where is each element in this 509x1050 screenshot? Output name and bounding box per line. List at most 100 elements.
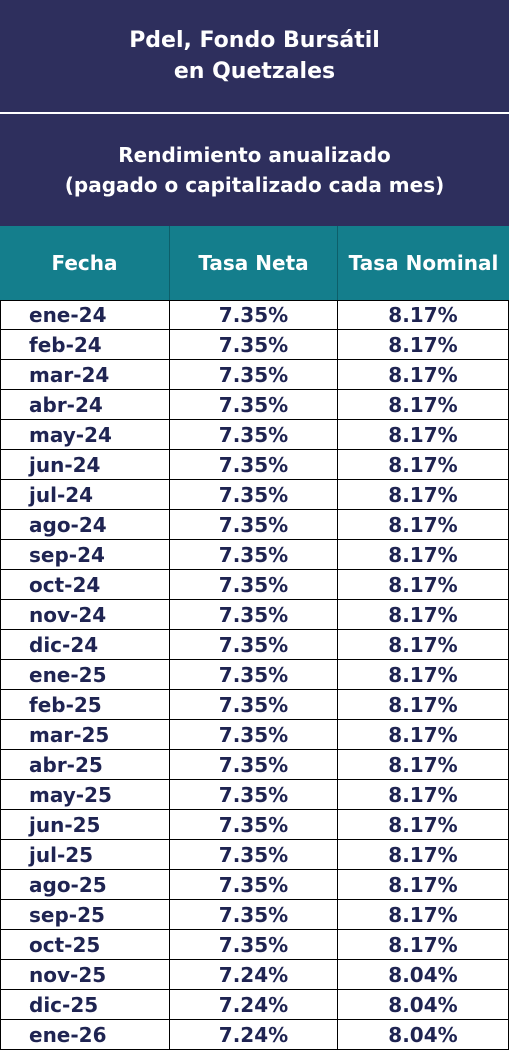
table-row: ene-25 7.35% 8.17% — [0, 660, 509, 690]
cell-fecha: ago-24 — [0, 510, 170, 539]
cell-tasa-neta: 7.35% — [170, 750, 338, 779]
cell-fecha: mar-24 — [0, 360, 170, 389]
table-row: oct-25 7.35% 8.17% — [0, 930, 509, 960]
cell-fecha: oct-24 — [0, 570, 170, 599]
cell-tasa-neta: 7.35% — [170, 900, 338, 929]
cell-fecha: may-25 — [0, 780, 170, 809]
table-row: may-24 7.35% 8.17% — [0, 420, 509, 450]
cell-tasa-nominal: 8.17% — [338, 660, 509, 689]
cell-fecha: oct-25 — [0, 930, 170, 959]
table-row: jun-24 7.35% 8.17% — [0, 450, 509, 480]
cell-fecha: may-24 — [0, 420, 170, 449]
cell-tasa-neta: 7.35% — [170, 630, 338, 659]
cell-tasa-nominal: 8.17% — [338, 870, 509, 899]
table-row: ene-26 7.24% 8.04% — [0, 1020, 509, 1050]
cell-tasa-nominal: 8.17% — [338, 840, 509, 869]
cell-tasa-neta: 7.35% — [170, 480, 338, 509]
table-row: jul-25 7.35% 8.17% — [0, 840, 509, 870]
cell-tasa-nominal: 8.04% — [338, 1020, 509, 1049]
cell-fecha: nov-25 — [0, 960, 170, 989]
cell-tasa-neta: 7.35% — [170, 301, 338, 329]
table-row: abr-24 7.35% 8.17% — [0, 390, 509, 420]
column-header-row: Fecha Tasa Neta Tasa Nominal — [0, 226, 509, 300]
cell-tasa-nominal: 8.17% — [338, 690, 509, 719]
cell-tasa-nominal: 8.04% — [338, 960, 509, 989]
cell-tasa-nominal: 8.04% — [338, 990, 509, 1019]
cell-tasa-nominal: 8.17% — [338, 390, 509, 419]
table-row: oct-24 7.35% 8.17% — [0, 570, 509, 600]
cell-tasa-nominal: 8.17% — [338, 930, 509, 959]
cell-fecha: nov-24 — [0, 600, 170, 629]
cell-fecha: ene-24 — [0, 301, 170, 329]
cell-tasa-neta: 7.35% — [170, 330, 338, 359]
cell-fecha: dic-24 — [0, 630, 170, 659]
cell-tasa-nominal: 8.17% — [338, 570, 509, 599]
cell-fecha: jul-24 — [0, 480, 170, 509]
cell-tasa-nominal: 8.17% — [338, 810, 509, 839]
table-row: ene-24 7.35% 8.17% — [0, 300, 509, 330]
cell-tasa-nominal: 8.17% — [338, 900, 509, 929]
table-row: dic-25 7.24% 8.04% — [0, 990, 509, 1020]
table-title: Pdel, Fondo Bursátil en Quetzales — [0, 0, 509, 112]
cell-tasa-nominal: 8.17% — [338, 420, 509, 449]
cell-fecha: jul-25 — [0, 840, 170, 869]
subtitle-line-2: (pagado o capitalizado cada mes) — [64, 173, 445, 197]
cell-fecha: jun-24 — [0, 450, 170, 479]
table-row: feb-25 7.35% 8.17% — [0, 690, 509, 720]
cell-fecha: abr-25 — [0, 750, 170, 779]
cell-tasa-neta: 7.35% — [170, 720, 338, 749]
table-row: nov-25 7.24% 8.04% — [0, 960, 509, 990]
cell-fecha: sep-25 — [0, 900, 170, 929]
cell-tasa-neta: 7.35% — [170, 810, 338, 839]
cell-tasa-nominal: 8.17% — [338, 630, 509, 659]
table-body: ene-24 7.35% 8.17% feb-24 7.35% 8.17% mar-24 7.… — [0, 300, 509, 1050]
cell-tasa-neta: 7.35% — [170, 420, 338, 449]
table-row: sep-25 7.35% 8.17% — [0, 900, 509, 930]
title-line-1: Pdel, Fondo Bursátil — [129, 28, 380, 53]
cell-tasa-nominal: 8.17% — [338, 301, 509, 329]
cell-fecha: ago-25 — [0, 870, 170, 899]
table-row: jul-24 7.35% 8.17% — [0, 480, 509, 510]
table-row: mar-24 7.35% 8.17% — [0, 360, 509, 390]
cell-fecha: feb-25 — [0, 690, 170, 719]
cell-tasa-neta: 7.35% — [170, 360, 338, 389]
column-header-fecha: Fecha — [0, 226, 170, 300]
table-row: jun-25 7.35% 8.17% — [0, 810, 509, 840]
table-row: may-25 7.35% 8.17% — [0, 780, 509, 810]
table-row: nov-24 7.35% 8.17% — [0, 600, 509, 630]
table-row: ago-25 7.35% 8.17% — [0, 870, 509, 900]
cell-tasa-neta: 7.24% — [170, 1020, 338, 1049]
cell-fecha: ene-26 — [0, 1020, 170, 1049]
cell-tasa-neta: 7.35% — [170, 540, 338, 569]
cell-tasa-neta: 7.35% — [170, 780, 338, 809]
cell-fecha: mar-25 — [0, 720, 170, 749]
cell-tasa-neta: 7.35% — [170, 450, 338, 479]
table-row: ago-24 7.35% 8.17% — [0, 510, 509, 540]
table-row: dic-24 7.35% 8.17% — [0, 630, 509, 660]
table-row: abr-25 7.35% 8.17% — [0, 750, 509, 780]
column-header-tasa-neta: Tasa Neta — [170, 226, 338, 300]
divider — [0, 112, 509, 114]
cell-tasa-neta: 7.35% — [170, 390, 338, 419]
cell-fecha: ene-25 — [0, 660, 170, 689]
table-subtitle: Rendimiento anualizado (pagado o capital… — [0, 114, 509, 226]
cell-tasa-neta: 7.35% — [170, 690, 338, 719]
cell-tasa-nominal: 8.17% — [338, 450, 509, 479]
cell-tasa-nominal: 8.17% — [338, 540, 509, 569]
cell-tasa-nominal: 8.17% — [338, 510, 509, 539]
cell-tasa-neta: 7.35% — [170, 510, 338, 539]
subtitle-line-1: Rendimiento anualizado — [118, 143, 391, 167]
cell-tasa-neta: 7.35% — [170, 930, 338, 959]
column-header-tasa-nominal: Tasa Nominal — [348, 251, 499, 275]
cell-tasa-neta: 7.35% — [170, 600, 338, 629]
cell-tasa-nominal: 8.17% — [338, 780, 509, 809]
table-row: mar-25 7.35% 8.17% — [0, 720, 509, 750]
cell-tasa-neta: 7.35% — [170, 840, 338, 869]
cell-fecha: jun-25 — [0, 810, 170, 839]
cell-tasa-nominal: 8.17% — [338, 480, 509, 509]
cell-tasa-nominal: 8.17% — [338, 600, 509, 629]
cell-fecha: dic-25 — [0, 990, 170, 1019]
cell-tasa-nominal: 8.17% — [338, 330, 509, 359]
title-line-2: en Quetzales — [173, 59, 336, 84]
